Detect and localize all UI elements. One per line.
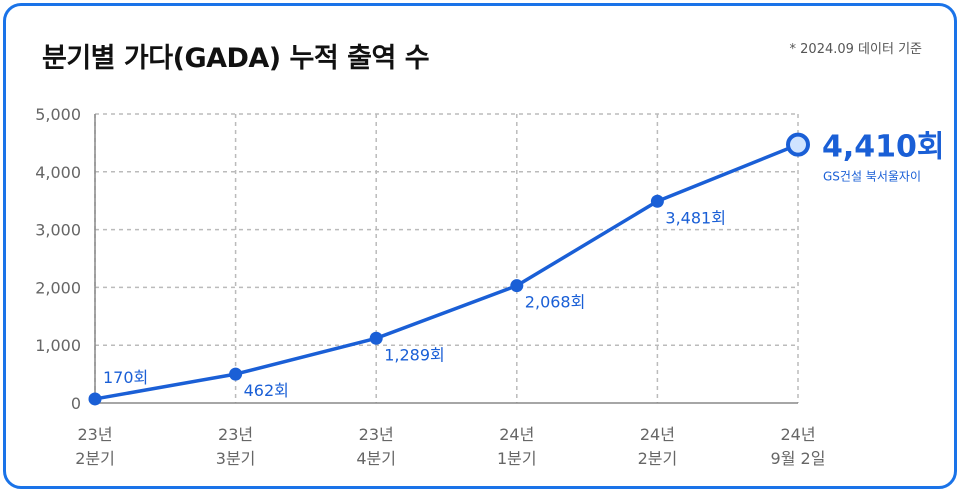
y-tick-label: 1,000 — [35, 336, 81, 355]
x-tick-label: 23년 — [359, 425, 394, 444]
y-tick-label: 0 — [71, 394, 81, 413]
x-tick-label: 24년 — [640, 425, 675, 444]
y-tick-label: 2,000 — [35, 278, 81, 297]
x-tick-label: 24년 — [780, 425, 815, 444]
data-point — [650, 194, 664, 208]
x-tick-sublabel: 9월 2일 — [771, 449, 826, 468]
data-label-final: 4,410회 — [822, 130, 945, 165]
chart-title: 분기별 가다(GADA) 누적 출역 수 — [42, 43, 430, 74]
y-tick-label: 3,000 — [35, 221, 81, 240]
final-point-sublabel: GS건설 북서울자이 — [823, 170, 921, 184]
data-point — [229, 367, 243, 381]
x-tick-label: 24년 — [499, 425, 534, 444]
x-tick-sublabel: 2분기 — [75, 449, 115, 468]
x-tick-sublabel: 3분기 — [216, 449, 256, 468]
data-label: 1,289회 — [384, 345, 445, 364]
x-tick-sublabel: 1분기 — [497, 449, 537, 468]
data-label: 2,068회 — [525, 293, 586, 312]
data-point-final — [786, 132, 810, 157]
data-point — [88, 392, 102, 406]
x-tick-label: 23년 — [218, 425, 253, 444]
x-tick-label: 23년 — [77, 425, 112, 444]
y-tick-label: 5,000 — [35, 105, 81, 124]
series-line — [94, 143, 799, 401]
data-label: 3,481회 — [665, 208, 726, 227]
data-label: 462회 — [244, 381, 289, 400]
data-point — [510, 279, 524, 293]
data-label: 170회 — [103, 368, 148, 387]
y-tick-label: 4,000 — [35, 163, 81, 182]
data-point — [369, 331, 383, 345]
x-tick-sublabel: 4분기 — [356, 449, 396, 468]
data-date-note: * 2024.09 데이터 기준 — [789, 42, 922, 57]
x-tick-sublabel: 2분기 — [638, 449, 678, 468]
